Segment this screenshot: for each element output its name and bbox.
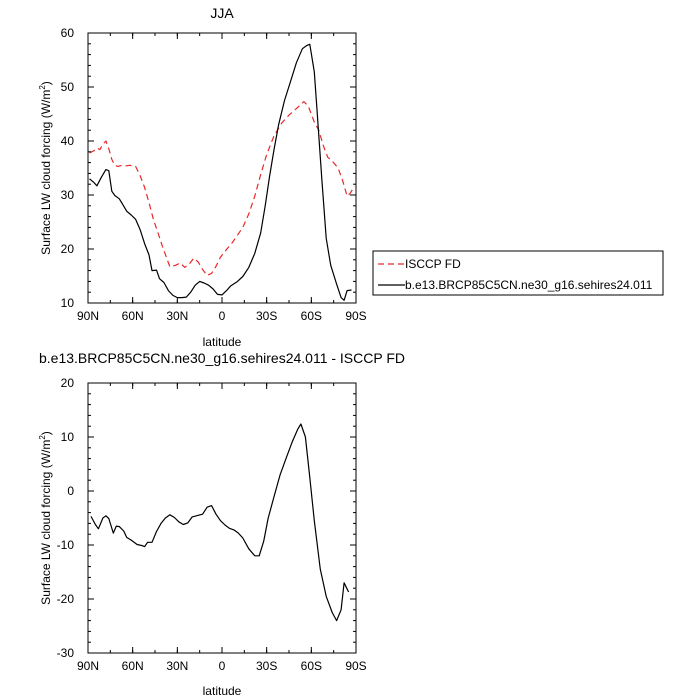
- y-tick-label: -30: [57, 646, 75, 660]
- y-tick-label: 30: [61, 188, 75, 202]
- y-tick-label: 50: [61, 80, 75, 94]
- y-axis-label-text: Surface LW cloud forcing (W/m: [39, 440, 53, 605]
- x-tick-label: 0: [219, 309, 226, 323]
- chart-title: JJA: [210, 5, 234, 21]
- panel-bottom: b.e13.BRCP85C5CN.ne30_g16.sehires24.011 …: [38, 350, 405, 698]
- x-tick-label: 30S: [256, 659, 277, 673]
- x-tick-label: 60S: [301, 659, 322, 673]
- y-tick-label: -20: [57, 592, 75, 606]
- y-axis-label-superscript: 2: [38, 435, 47, 440]
- x-tick-label: 30N: [166, 659, 188, 673]
- series-line-0: [89, 101, 356, 277]
- x-axis-label: latitude: [203, 335, 242, 349]
- series-line-0: [90, 423, 350, 622]
- x-tick-label: 90N: [77, 309, 99, 323]
- x-tick-label: 0: [219, 659, 226, 673]
- x-tick-label: 90S: [345, 659, 366, 673]
- series-line-1: [89, 43, 352, 301]
- x-tick-labels: 90N 60N 30N 0 30S 60S 90S: [77, 309, 367, 323]
- y-tick-label: 10: [61, 430, 75, 444]
- y-axis-label: Surface LW cloud forcing (W/m2): [38, 81, 53, 255]
- plot-frame: [87, 382, 357, 654]
- plot-frame: [87, 32, 357, 304]
- legend-label-isccp: ISCCP FD: [405, 257, 461, 271]
- legend-label-model: b.e13.BRCP85C5CN.ne30_g16.sehires24.011: [405, 278, 653, 292]
- axis-ticks: [87, 382, 357, 654]
- x-tick-labels: 90N 60N 30N 0 30S 60S 90S: [77, 659, 367, 673]
- legend: ISCCP FD b.e13.BRCP85C5CN.ne30_g16.sehir…: [372, 250, 664, 296]
- y-tick-label: 40: [61, 134, 75, 148]
- y-tick-label: 10: [61, 296, 75, 310]
- y-tick-label: 60: [61, 26, 75, 40]
- x-axis-label: latitude: [203, 684, 242, 698]
- y-tick-label: 20: [61, 376, 75, 390]
- x-tick-label: 60N: [122, 309, 144, 323]
- y-tick-label: 20: [61, 242, 75, 256]
- y-axis-label-close: ): [39, 431, 53, 435]
- y-axis-label: Surface LW cloud forcing (W/m2): [38, 431, 53, 605]
- y-axis-label-superscript: 2: [38, 85, 47, 90]
- x-tick-label: 30S: [256, 309, 277, 323]
- x-tick-label: 60S: [301, 309, 322, 323]
- y-tick-labels: -30 -20 -10 0 10 20: [57, 376, 75, 660]
- y-axis-label-text: Surface LW cloud forcing (W/m: [39, 90, 53, 255]
- y-tick-labels: 10 20 30 40 50 60: [61, 26, 75, 310]
- x-tick-label: 90N: [77, 659, 99, 673]
- x-tick-label: 60N: [122, 659, 144, 673]
- y-tick-label: -10: [57, 538, 75, 552]
- y-axis-label-close: ): [39, 81, 53, 85]
- panel-top: JJA 90N 60N 30N 0 30S 60S 90S 10 20 30 40 50 60 lat…: [38, 5, 664, 349]
- axis-ticks: [87, 32, 357, 304]
- y-tick-label: 0: [67, 484, 74, 498]
- series-lines: [89, 43, 356, 301]
- x-tick-label: 90S: [345, 309, 366, 323]
- legend-box: [372, 250, 664, 296]
- series-lines: [90, 423, 350, 622]
- x-tick-label: 30N: [166, 309, 188, 323]
- chart-title: b.e13.BRCP85C5CN.ne30_g16.sehires24.011 …: [39, 350, 405, 366]
